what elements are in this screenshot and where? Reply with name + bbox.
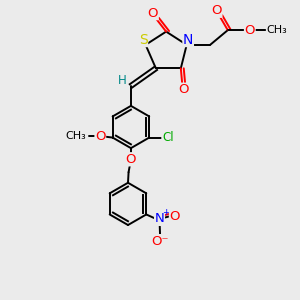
Text: O: O bbox=[212, 4, 222, 17]
Text: O: O bbox=[244, 24, 255, 37]
Text: H: H bbox=[118, 74, 127, 87]
Text: O: O bbox=[169, 210, 180, 223]
Text: N: N bbox=[183, 32, 193, 46]
Text: CH₃: CH₃ bbox=[266, 25, 287, 35]
Text: O: O bbox=[178, 83, 189, 96]
Text: CH₃: CH₃ bbox=[66, 131, 87, 141]
Text: Cl: Cl bbox=[162, 131, 173, 144]
Text: O⁻: O⁻ bbox=[151, 235, 169, 248]
Text: S: S bbox=[139, 32, 148, 46]
Text: O: O bbox=[95, 130, 106, 142]
Text: N: N bbox=[154, 212, 164, 225]
Text: O: O bbox=[126, 153, 136, 166]
Text: +: + bbox=[162, 208, 169, 217]
Text: O: O bbox=[148, 7, 158, 20]
